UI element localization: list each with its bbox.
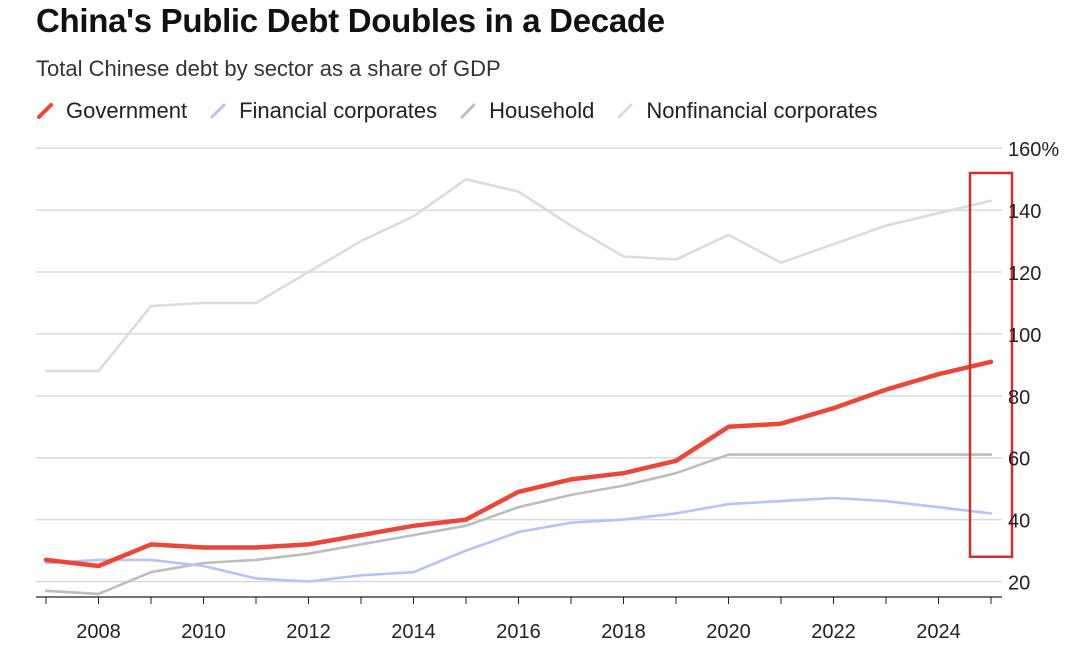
legend-item-nonfinancial-corporates: Nonfinancial corporates — [616, 98, 878, 124]
legend-swatch-household — [459, 102, 477, 120]
x-tick-label-2008: 2008 — [76, 621, 121, 643]
series-line-nonfinancial-corporates — [44, 177, 993, 373]
legend-label-household: Household — [489, 98, 595, 123]
legend-label-financial-corporates: Financial corporates — [239, 98, 438, 123]
axes: 20 40 60 80 100 120 140 160% 2008 2010 2012 2014 201… — [36, 139, 1059, 643]
y-tick-label-160: 160% — [1008, 139, 1059, 161]
series-lines — [43, 177, 994, 596]
legend-swatch-financial-corporates — [209, 102, 227, 120]
chart-subtitle: Total Chinese debt by sector as a share … — [36, 56, 501, 81]
chart-legend: Government Financial corporates Househol… — [36, 96, 900, 126]
y-tick-label-40: 40 — [1008, 511, 1030, 533]
legend-swatch-nonfinancial-corporates — [616, 102, 634, 120]
y-tick-label-140: 140 — [1008, 201, 1041, 223]
legend-label-nonfinancial-corporates: Nonfinancial corporates — [646, 98, 878, 123]
x-tick-label-2024: 2024 — [916, 621, 961, 643]
legend-item-government: Government — [36, 98, 187, 124]
x-tick-label-2018: 2018 — [601, 621, 646, 643]
legend-item-household: Household — [459, 98, 594, 124]
x-tick-label-2014: 2014 — [391, 621, 436, 643]
legend-item-financial-corporates: Financial corporates — [209, 98, 437, 124]
chart-title: China's Public Debt Doubles in a Decade — [36, 2, 665, 39]
y-tick-label-20: 20 — [1008, 573, 1030, 595]
x-tick-label-2016: 2016 — [496, 621, 541, 643]
x-tick-label-2020: 2020 — [706, 621, 751, 643]
x-tick-label-2012: 2012 — [286, 621, 331, 643]
y-tick-label-120: 120 — [1008, 263, 1041, 285]
legend-label-government: Government — [66, 98, 188, 123]
series-line-government — [43, 359, 994, 569]
highlight-box-0 — [968, 171, 1014, 559]
gridlines — [36, 147, 1002, 583]
x-tick-label-2010: 2010 — [181, 621, 226, 643]
y-tick-label-80: 80 — [1008, 387, 1030, 409]
y-tick-label-60: 60 — [1008, 449, 1030, 471]
x-tick-label-2022: 2022 — [811, 621, 856, 643]
legend-swatch-government — [36, 102, 54, 120]
series-line-financial-corporates — [44, 496, 993, 583]
y-tick-label-100: 100 — [1008, 325, 1041, 347]
highlight-box-layer — [968, 171, 1014, 559]
series-line-household — [44, 453, 993, 596]
